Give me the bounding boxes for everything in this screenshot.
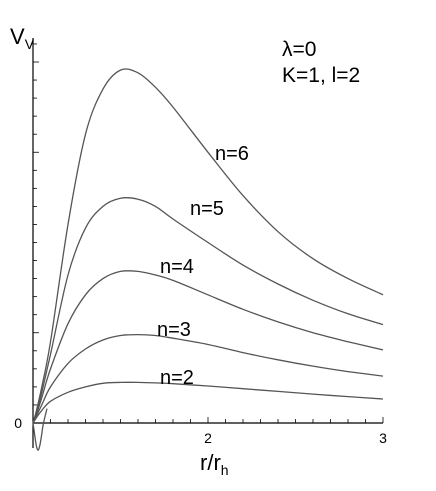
x-tick-label: 3 (379, 430, 387, 446)
curve-label-n4: n=4 (160, 256, 194, 278)
labels: 2 3 0 VV r/rh λ=0 K=1, l=2 n=2 n=3 n=4 n=5 n=6 (10, 24, 387, 478)
param-k-l: K=1, l=2 (282, 64, 360, 87)
axes (32, 38, 384, 448)
x-axis-title-subscript: h (221, 462, 229, 478)
curve-dip (32, 408, 48, 451)
x-tick-label: 2 (204, 430, 212, 446)
x-axis-title: r/rh (200, 450, 229, 478)
y-axis-title: VV (10, 24, 35, 52)
curve-n5 (32, 197, 384, 424)
param-lambda: λ=0 (282, 38, 316, 61)
curves (32, 68, 384, 451)
curve-n2 (32, 381, 384, 424)
curve-label-n3: n=3 (157, 319, 191, 341)
curve-label-n5: n=5 (190, 198, 224, 220)
curve-label-n6: n=6 (215, 143, 249, 165)
curve-label-n2: n=2 (160, 367, 194, 389)
curve-n4 (32, 270, 384, 424)
y-tick-label: 0 (14, 415, 22, 431)
curve-n6 (32, 68, 384, 424)
y-axis-title-subscript: V (25, 36, 35, 52)
curve-n3 (32, 333, 384, 424)
